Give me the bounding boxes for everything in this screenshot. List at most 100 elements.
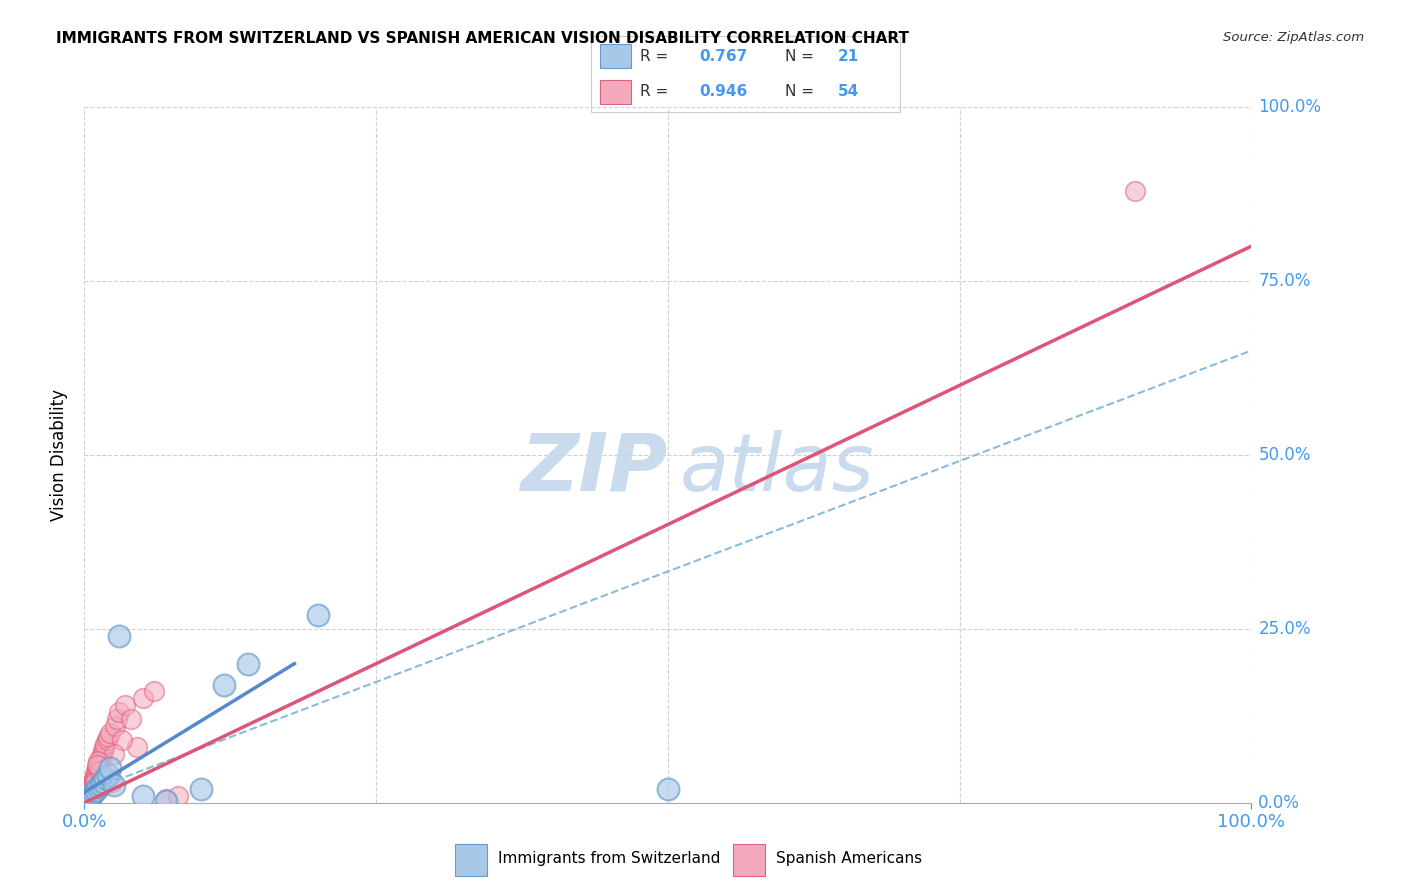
Text: 54: 54 xyxy=(838,84,859,99)
Point xyxy=(166,789,188,803)
Y-axis label: Vision Disability: Vision Disability xyxy=(51,389,69,521)
Point xyxy=(79,790,101,805)
Point xyxy=(307,607,329,622)
Point xyxy=(76,790,98,805)
Point xyxy=(108,706,131,720)
Text: IMMIGRANTS FROM SWITZERLAND VS SPANISH AMERICAN VISION DISABILITY CORRELATION CH: IMMIGRANTS FROM SWITZERLAND VS SPANISH A… xyxy=(56,31,910,46)
Point xyxy=(98,761,121,775)
Point xyxy=(236,657,259,671)
Point xyxy=(190,781,212,796)
Point xyxy=(132,691,155,706)
Point xyxy=(83,785,105,799)
Point xyxy=(76,791,98,805)
Point xyxy=(86,757,108,772)
Text: 0.767: 0.767 xyxy=(699,49,747,63)
Text: 75.0%: 75.0% xyxy=(1258,272,1310,290)
Text: R =: R = xyxy=(640,84,673,99)
Point xyxy=(82,775,104,789)
Text: ZIP: ZIP xyxy=(520,430,668,508)
Point xyxy=(90,768,112,782)
Point xyxy=(76,794,98,808)
Point xyxy=(132,789,155,803)
Point xyxy=(90,747,112,761)
Text: Immigrants from Switzerland: Immigrants from Switzerland xyxy=(498,851,720,866)
Point xyxy=(1123,184,1146,198)
Point xyxy=(155,794,177,808)
Point xyxy=(76,789,98,804)
Point xyxy=(103,778,125,792)
Point xyxy=(84,772,107,786)
Point xyxy=(80,781,103,796)
Point xyxy=(89,754,111,768)
Point xyxy=(79,783,101,797)
Bar xyxy=(600,44,631,69)
Point xyxy=(214,677,236,691)
Point xyxy=(77,787,100,801)
Point xyxy=(80,789,103,803)
Point xyxy=(143,684,166,698)
Point xyxy=(90,750,112,764)
Point xyxy=(87,780,110,795)
Point xyxy=(111,733,134,747)
Point xyxy=(87,754,110,768)
Text: 25.0%: 25.0% xyxy=(1258,620,1310,638)
Point xyxy=(94,737,117,751)
Point xyxy=(83,772,105,786)
Text: 0.946: 0.946 xyxy=(699,84,747,99)
Text: N =: N = xyxy=(786,49,820,63)
Point xyxy=(83,778,105,792)
Point xyxy=(75,794,97,808)
Point xyxy=(83,768,105,782)
Point xyxy=(101,775,124,789)
Point xyxy=(108,629,131,643)
Point xyxy=(73,794,96,808)
Bar xyxy=(600,79,631,104)
Text: atlas: atlas xyxy=(679,430,875,508)
Point xyxy=(80,783,103,797)
Point xyxy=(77,792,100,806)
Text: Spanish Americans: Spanish Americans xyxy=(776,851,922,866)
Point xyxy=(114,698,136,713)
Text: 50.0%: 50.0% xyxy=(1258,446,1310,464)
Text: N =: N = xyxy=(786,84,820,99)
Point xyxy=(96,733,118,747)
Point xyxy=(77,788,100,802)
Text: 100.0%: 100.0% xyxy=(1258,98,1322,116)
Point xyxy=(83,775,105,789)
Point xyxy=(82,781,104,796)
Point xyxy=(80,780,103,795)
Point xyxy=(90,778,112,792)
Text: 21: 21 xyxy=(838,49,859,63)
Point xyxy=(105,712,128,726)
Point xyxy=(77,789,100,803)
Point xyxy=(657,781,679,796)
Point xyxy=(125,740,148,755)
Point xyxy=(155,792,177,806)
Point xyxy=(94,772,117,786)
Point xyxy=(89,764,111,779)
Point xyxy=(84,764,107,779)
Point xyxy=(86,761,108,775)
Point xyxy=(97,768,120,782)
Point xyxy=(98,726,121,740)
Point xyxy=(91,775,114,789)
Point xyxy=(80,778,103,792)
Point xyxy=(93,740,115,755)
Point xyxy=(79,785,101,799)
Point xyxy=(91,744,114,758)
Point xyxy=(82,776,104,790)
Point xyxy=(84,783,107,797)
Bar xyxy=(456,844,488,876)
Point xyxy=(79,785,101,799)
Point xyxy=(103,747,125,761)
Bar xyxy=(733,844,765,876)
Point xyxy=(120,712,142,726)
Point xyxy=(75,793,97,807)
Point xyxy=(104,719,127,733)
Text: Source: ZipAtlas.com: Source: ZipAtlas.com xyxy=(1223,31,1364,45)
Text: 0.0%: 0.0% xyxy=(1258,794,1301,812)
Text: R =: R = xyxy=(640,49,673,63)
Point xyxy=(97,730,120,744)
Point xyxy=(87,757,110,772)
Point xyxy=(76,792,98,806)
